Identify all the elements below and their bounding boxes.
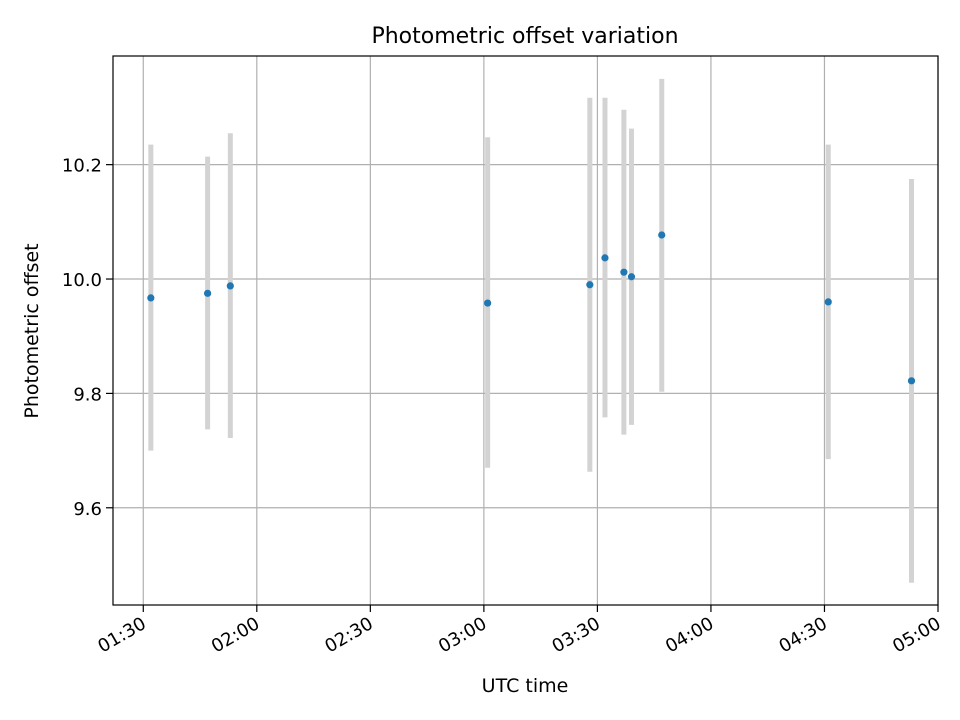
axes-frame [112,55,939,606]
data-point [620,268,628,276]
data-points [147,231,916,385]
data-point [204,289,212,297]
y-axis-ticks: 9.6 9.8 10.0 10.2 [62,156,113,520]
grid-lines [113,56,939,605]
data-point [586,281,594,289]
x-axis-label: UTC time [482,675,569,697]
y-tick-label: 9.6 [73,499,102,520]
data-point [907,377,916,385]
y-tick-label: 9.8 [73,384,102,405]
data-point [484,299,492,307]
data-point [601,254,609,262]
y-tick-label: 10.0 [62,270,102,291]
data-point [147,294,155,302]
y-tick-label: 10.2 [62,156,102,177]
y-axis-label: Photometric offset [21,243,43,418]
data-point [824,298,832,306]
chart-title: Photometric offset variation [371,24,678,49]
data-point [627,273,636,281]
data-point [226,282,234,290]
data-point [658,231,666,239]
